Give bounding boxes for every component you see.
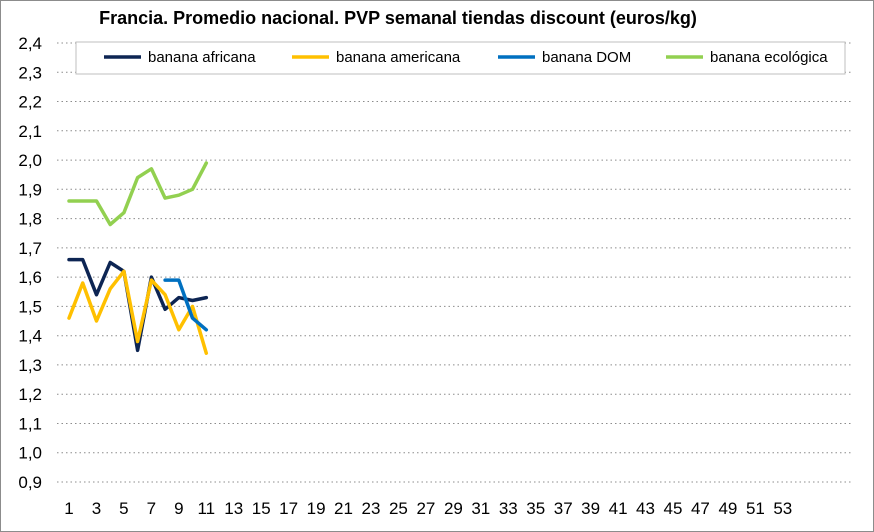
y-tick-label: 1,6 — [18, 268, 42, 287]
x-tick-label: 29 — [444, 499, 463, 518]
x-tick-label: 7 — [147, 499, 156, 518]
x-tick-label: 39 — [581, 499, 600, 518]
x-tick-label: 43 — [636, 499, 655, 518]
y-tick-label: 1,9 — [18, 180, 42, 199]
legend: banana africana banana americana banana DO… — [75, 41, 846, 75]
legend-label: banana africana — [148, 49, 256, 66]
chart-title: Francia. Promedio nacional. PVP semanal … — [99, 8, 697, 28]
x-tick-label: 1 — [64, 499, 73, 518]
y-tick-label: 1,4 — [18, 327, 42, 346]
x-tick-label: 35 — [526, 499, 545, 518]
legend-box — [75, 41, 846, 75]
y-tick-label: 2,3 — [18, 63, 42, 82]
x-tick-label: 21 — [334, 499, 353, 518]
y-tick-label: 2,1 — [18, 122, 42, 141]
y-tick-label: 1,0 — [18, 444, 42, 463]
legend-label: banana DOM — [542, 49, 631, 66]
y-tick-label: 0,9 — [18, 473, 42, 492]
legend-label: banana americana — [336, 49, 461, 66]
legend-label: banana ecológica — [710, 49, 828, 66]
y-tick-label: 2,4 — [18, 34, 42, 53]
x-tick-label: 47 — [691, 499, 710, 518]
x-tick-label: 5 — [119, 499, 128, 518]
x-tick-label: 37 — [554, 499, 573, 518]
x-tick-label: 33 — [499, 499, 518, 518]
x-tick-label: 13 — [224, 499, 243, 518]
series-line-3 — [163, 278, 209, 332]
y-tick-label: 1,2 — [18, 385, 42, 404]
y-tick-label: 1,1 — [18, 415, 42, 434]
series-line-4 — [67, 161, 209, 227]
x-tick-label: 23 — [362, 499, 381, 518]
x-tick-label: 3 — [92, 499, 101, 518]
x-tick-label: 25 — [389, 499, 408, 518]
x-tick-label: 51 — [746, 499, 765, 518]
gridlines — [57, 42, 852, 483]
series-lines — [67, 161, 209, 355]
y-axis-ticks: 0,9 1,0 1,1 1,2 1,3 1,4 1,5 1,6 1,7 1,8 1,9 2,0 2,1 2… — [18, 34, 42, 492]
x-tick-label: 19 — [307, 499, 326, 518]
y-tick-label: 2,0 — [18, 151, 42, 170]
series-line-1 — [67, 257, 209, 353]
x-tick-label: 49 — [718, 499, 737, 518]
y-tick-label: 1,5 — [18, 297, 42, 316]
x-tick-label: 17 — [279, 499, 298, 518]
x-tick-label: 27 — [416, 499, 435, 518]
x-tick-label: 9 — [174, 499, 183, 518]
y-tick-label: 2,2 — [18, 93, 42, 112]
x-tick-label: 41 — [609, 499, 628, 518]
y-tick-label: 1,3 — [18, 356, 42, 375]
x-tick-label: 11 — [197, 499, 215, 518]
x-tick-label: 31 — [471, 499, 490, 518]
x-axis-ticks: 1 3 5 7 9 11 13 15 17 19 21 23 25 27 29 31 33 35 37 39 41 43 4… — [64, 499, 792, 518]
y-tick-label: 1,7 — [18, 239, 42, 258]
x-tick-label: 45 — [664, 499, 683, 518]
x-tick-label: 15 — [252, 499, 271, 518]
x-tick-label: 53 — [773, 499, 792, 518]
series-line-2 — [67, 269, 209, 355]
y-tick-label: 1,8 — [18, 210, 42, 229]
